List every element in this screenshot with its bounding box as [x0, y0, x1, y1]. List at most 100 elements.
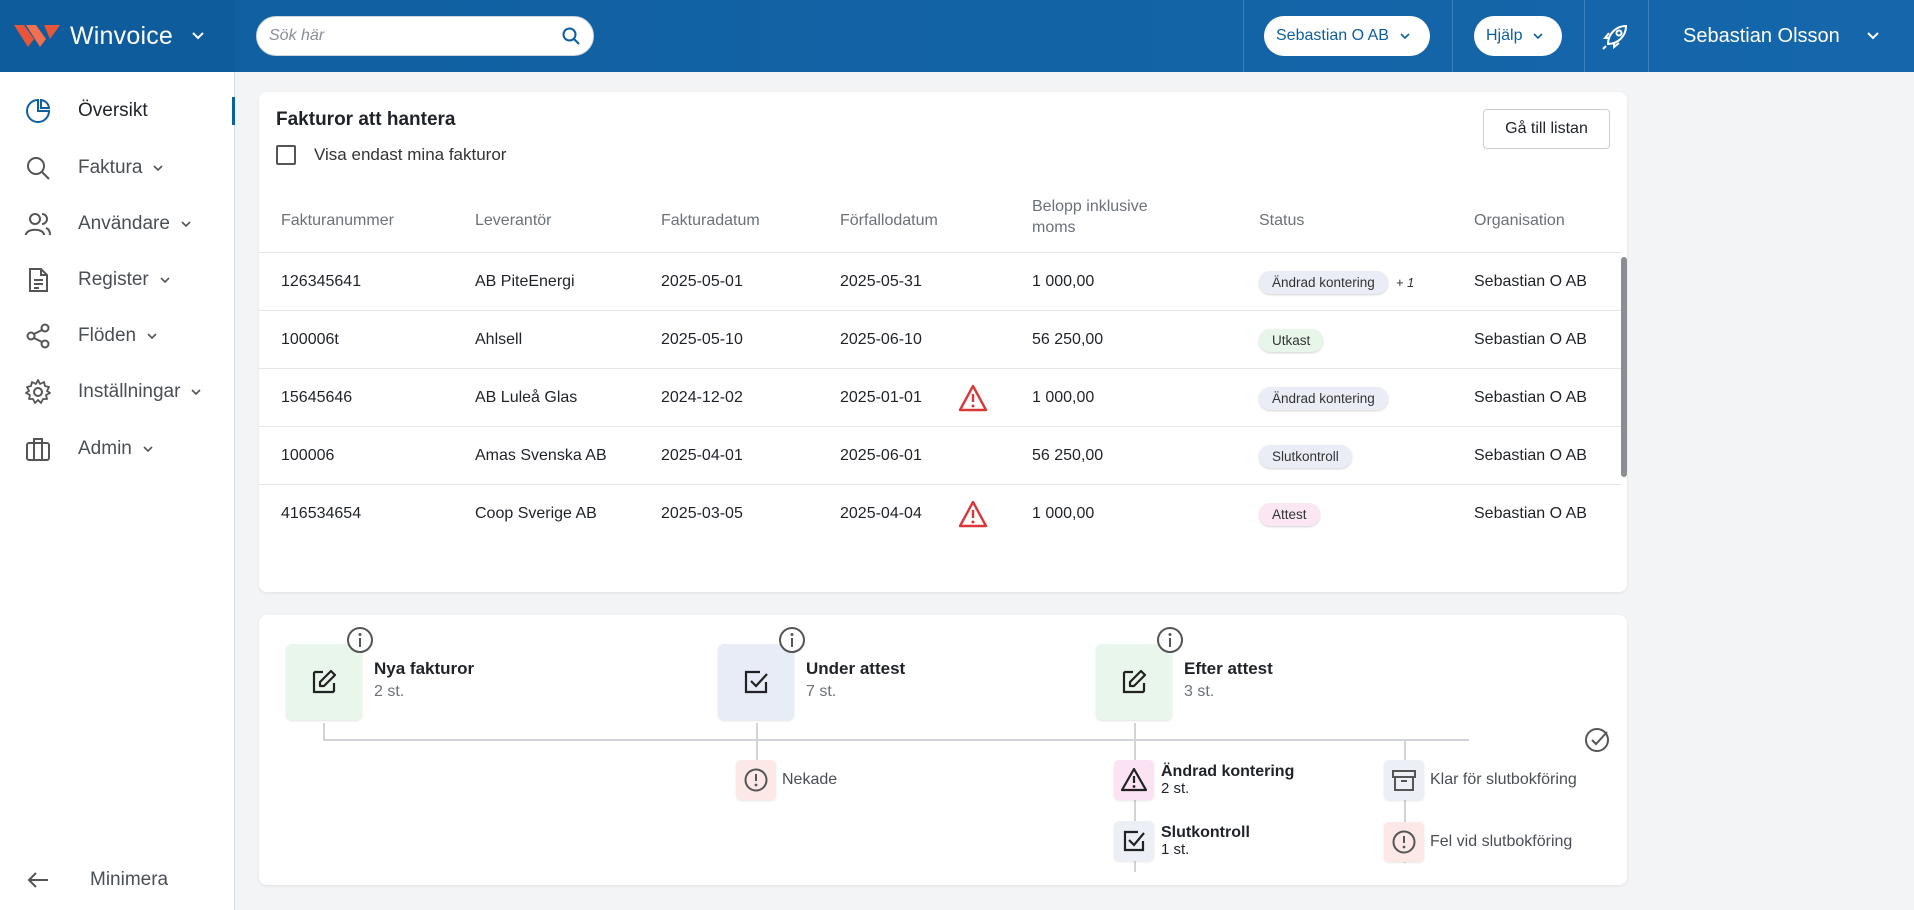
document-icon: [29, 268, 48, 292]
supplier: Amas Svenska AB: [475, 447, 607, 464]
column-header-belopp[interactable]: Belopp inklusive moms: [1032, 198, 1148, 236]
rejected-status[interactable]: [736, 760, 776, 800]
chevron-down-icon: [160, 277, 170, 284]
organisation: Sebastian O AB: [1474, 389, 1587, 406]
sidebar-item-label-wrap: Inställningar: [78, 381, 202, 403]
company-selector[interactable]: Sebastian O AB: [1264, 16, 1430, 56]
stage-count: 2 st.: [374, 683, 405, 700]
table-row[interactable]: 100006t Ahlsell 2025-05-10 2025-06-10 56…: [259, 310, 1621, 368]
amount: 56 250,00: [1032, 331, 1104, 348]
column-header-forfallodatum[interactable]: Förfallodatum: [840, 212, 938, 229]
stage-new-invoices[interactable]: [286, 644, 362, 720]
final-check-title: Slutkontroll: [1161, 824, 1250, 841]
info-icon[interactable]: [778, 626, 806, 654]
alert-circle-icon: [1392, 830, 1416, 854]
sidebar-item-label-wrap: Admin: [78, 438, 154, 460]
gear-icon: [25, 379, 51, 404]
warning-triangle-icon: [1121, 767, 1147, 792]
rejected-label: Nekade: [782, 771, 838, 788]
amount: 56 250,00: [1032, 447, 1104, 464]
search-input[interactable]: [269, 27, 561, 45]
flow-line: [323, 723, 325, 739]
amount: 1 000,00: [1032, 505, 1095, 522]
column-header-leverantor[interactable]: Leverantör: [475, 212, 552, 229]
sidebar-item-anvandare[interactable]: Användare: [0, 200, 234, 248]
invoices-card: Fakturor att hantera Visa endast mina fa…: [259, 92, 1627, 592]
booking-error-status[interactable]: [1384, 822, 1424, 862]
invoice-date: 2024-12-02: [661, 389, 743, 406]
check-square-icon: [744, 670, 768, 694]
ready-for-booking-label: Klar för slutbokföring: [1430, 771, 1577, 788]
invoice-number: 15645646: [281, 389, 353, 406]
amount: 1 000,00: [1032, 273, 1095, 290]
table-row[interactable]: 15645646 AB Luleå Glas 2024-12-02 2025-0…: [259, 368, 1621, 426]
search-box: [256, 16, 594, 56]
sidebar-item-label: Flöden: [78, 325, 137, 346]
chevron-down-icon: [143, 446, 153, 453]
brand-switcher[interactable]: Winvoice: [0, 0, 235, 72]
table-scrollbar[interactable]: [1621, 257, 1627, 477]
organisation: Sebastian O AB: [1474, 273, 1587, 290]
search-icon[interactable]: [561, 26, 581, 46]
sidebar-item-label-wrap: Faktura: [78, 157, 164, 179]
rocket-icon[interactable]: [1598, 18, 1634, 54]
chevron-down-icon: [181, 221, 191, 228]
user-menu[interactable]: Sebastian Olsson: [1683, 0, 1880, 72]
sidebar-item-label: Översikt: [78, 100, 148, 121]
status-badge: Utkast: [1259, 328, 1324, 352]
sidebar-item-label: Admin: [78, 438, 132, 459]
users-icon: [25, 213, 51, 236]
booking-error-label: Fel vid slutbokföring: [1430, 833, 1573, 850]
changed-accounting-status[interactable]: [1114, 760, 1154, 800]
stage-under-attest[interactable]: [718, 644, 794, 720]
supplier: AB PiteEnergi: [475, 273, 575, 290]
status-extra-count[interactable]: + 1: [1395, 274, 1415, 290]
column-header-organisation[interactable]: Organisation: [1474, 212, 1565, 229]
only-mine-checkbox[interactable]: [276, 145, 296, 165]
status-cell: Utkast: [1259, 311, 1324, 369]
ready-for-booking-status[interactable]: [1384, 760, 1424, 800]
invoice-date: 2025-05-01: [661, 273, 743, 290]
final-check-status[interactable]: [1114, 821, 1154, 861]
status-cell: Attest: [1259, 485, 1320, 543]
table-row[interactable]: 100006 Amas Svenska AB 2025-04-01 2025-0…: [259, 426, 1621, 484]
column-header-fakturadatum[interactable]: Fakturadatum: [661, 212, 760, 229]
header-divider: [1243, 0, 1244, 72]
due-date: 2025-06-01: [840, 447, 922, 464]
flow-line: [756, 723, 758, 765]
sidebar-item-label-wrap: Flöden: [78, 325, 158, 347]
column-header-status[interactable]: Status: [1259, 212, 1305, 229]
sidebar-item-oversikt[interactable]: Översikt: [0, 87, 235, 135]
sidebar-item-label: Faktura: [78, 157, 143, 178]
winvoice-logo-icon: [14, 25, 60, 47]
stage-after-attest[interactable]: [1096, 644, 1172, 720]
invoice-number: 416534654: [281, 505, 362, 522]
check-circle-icon: [1585, 728, 1609, 752]
sidebar-item-floden[interactable]: Flöden: [0, 312, 234, 360]
sidebar-item-admin[interactable]: Admin: [0, 425, 234, 473]
chevron-down-icon: [1867, 32, 1879, 40]
go-to-list-button[interactable]: Gå till listan: [1483, 109, 1610, 149]
help-menu[interactable]: Hjälp: [1474, 16, 1562, 56]
only-mine-filter[interactable]: Visa endast mina fakturor: [276, 145, 506, 165]
table-row[interactable]: 126345641 AB PiteEnergi 2025-05-01 2025-…: [259, 252, 1621, 310]
header-divider: [1452, 0, 1453, 72]
column-header-fakturanummer[interactable]: Fakturanummer: [281, 212, 394, 229]
brand-name: Winvoice: [70, 21, 174, 50]
table-row[interactable]: 416534654 Coop Sverige AB 2025-03-05 202…: [259, 484, 1621, 542]
invoices-title: Fakturor att hantera: [276, 109, 456, 130]
info-icon[interactable]: [1156, 626, 1184, 654]
chevron-down-icon: [192, 32, 204, 40]
info-icon[interactable]: [346, 626, 374, 654]
company-selector-label: Sebastian O AB: [1276, 27, 1389, 44]
sidebar-item-faktura[interactable]: Faktura: [0, 144, 234, 192]
status-cell: Ändrad kontering: [1259, 369, 1388, 427]
sidebar-item-installningar[interactable]: Inställningar: [0, 368, 234, 416]
final-check-count: 1 st.: [1161, 841, 1190, 858]
status-badge: Slutkontroll: [1259, 444, 1352, 468]
organisation: Sebastian O AB: [1474, 331, 1587, 348]
top-header: Winvoice Sebastian O AB Hjälp Sebastian …: [0, 0, 1914, 72]
sidebar-item-register[interactable]: Register: [0, 256, 234, 304]
invoice-date: 2025-05-10: [661, 331, 743, 348]
minimize-button[interactable]: Minimera: [0, 856, 234, 904]
